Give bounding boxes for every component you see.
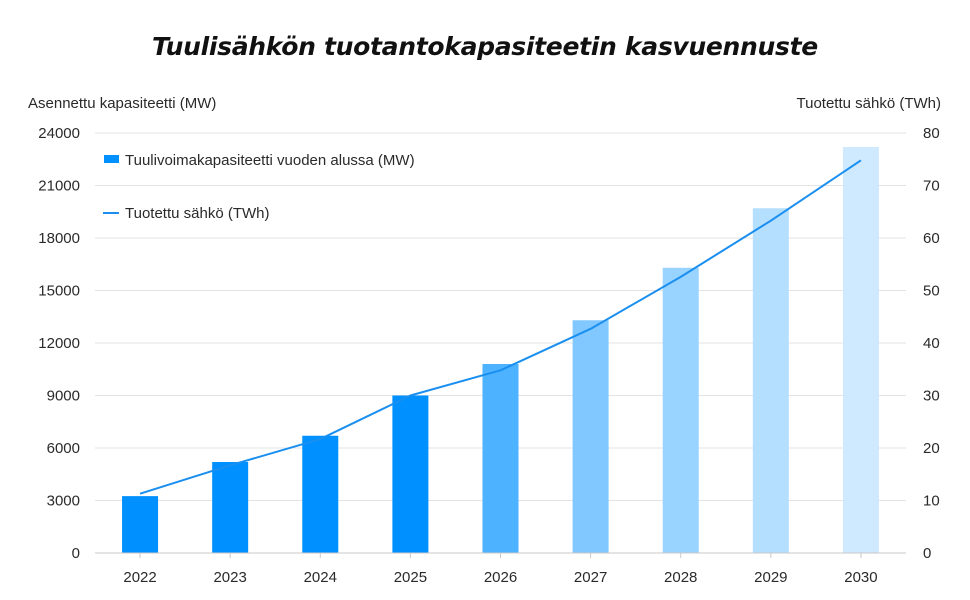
x-tick-label: 2029 xyxy=(754,569,787,586)
bar-series xyxy=(122,147,879,553)
left-tick-label: 21000 xyxy=(38,178,80,195)
right-tick-label: 70 xyxy=(923,178,940,195)
line-series-path xyxy=(139,159,862,495)
left-tick-label: 18000 xyxy=(38,230,80,247)
x-tick-label: 2025 xyxy=(394,569,427,586)
line-series xyxy=(139,159,862,495)
right-tick-label: 50 xyxy=(923,283,940,300)
right-tick-label: 40 xyxy=(923,335,940,352)
left-tick-label: 6000 xyxy=(47,440,80,457)
x-tick-label: 2023 xyxy=(213,569,246,586)
right-tick-label: 80 xyxy=(923,125,940,142)
legend-bar-label: Tuulivoimakapasiteetti vuoden alussa (MW… xyxy=(125,152,415,169)
bar xyxy=(482,364,519,553)
bar xyxy=(212,462,249,553)
x-tick-label: 2027 xyxy=(574,569,607,586)
left-tick-label: 15000 xyxy=(38,283,80,300)
chart-title: Tuulisähkön tuotantokapasiteetin kasvuen… xyxy=(152,32,818,61)
x-tick-label: 2030 xyxy=(844,569,877,586)
right-tick-label: 10 xyxy=(923,493,940,510)
bar xyxy=(572,320,609,553)
right-axis-label: Tuotettu sähkö (TWh) xyxy=(797,95,942,112)
x-tick-label: 2022 xyxy=(123,569,156,586)
x-tick-label: 2026 xyxy=(484,569,517,586)
x-tick-label: 2024 xyxy=(304,569,337,586)
bar xyxy=(302,435,339,553)
left-tick-label: 9000 xyxy=(47,388,80,405)
bar xyxy=(752,208,789,553)
legend: Tuulivoimakapasiteetti vuoden alussa (MW… xyxy=(103,152,415,222)
left-tick-label: 24000 xyxy=(38,125,80,142)
bar xyxy=(392,395,429,553)
left-axis-label: Asennettu kapasiteetti (MW) xyxy=(28,95,216,112)
x-tick-label: 2028 xyxy=(664,569,697,586)
bar xyxy=(662,267,699,553)
legend-bar-swatch xyxy=(104,155,119,163)
left-tick-label: 12000 xyxy=(38,335,80,352)
bar xyxy=(842,147,879,553)
axes: 0 3000 6000 9000 12000 15000 18000 21000 24000 0 1… xyxy=(38,125,939,586)
left-tick-label: 0 xyxy=(72,545,80,562)
right-tick-label: 0 xyxy=(923,545,931,562)
legend-line-label: Tuotettu sähkö (TWh) xyxy=(125,205,270,222)
right-tick-label: 30 xyxy=(923,388,940,405)
right-tick-label: 60 xyxy=(923,230,940,247)
bar xyxy=(122,496,159,553)
left-tick-label: 3000 xyxy=(47,493,80,510)
right-tick-label: 20 xyxy=(923,440,940,457)
